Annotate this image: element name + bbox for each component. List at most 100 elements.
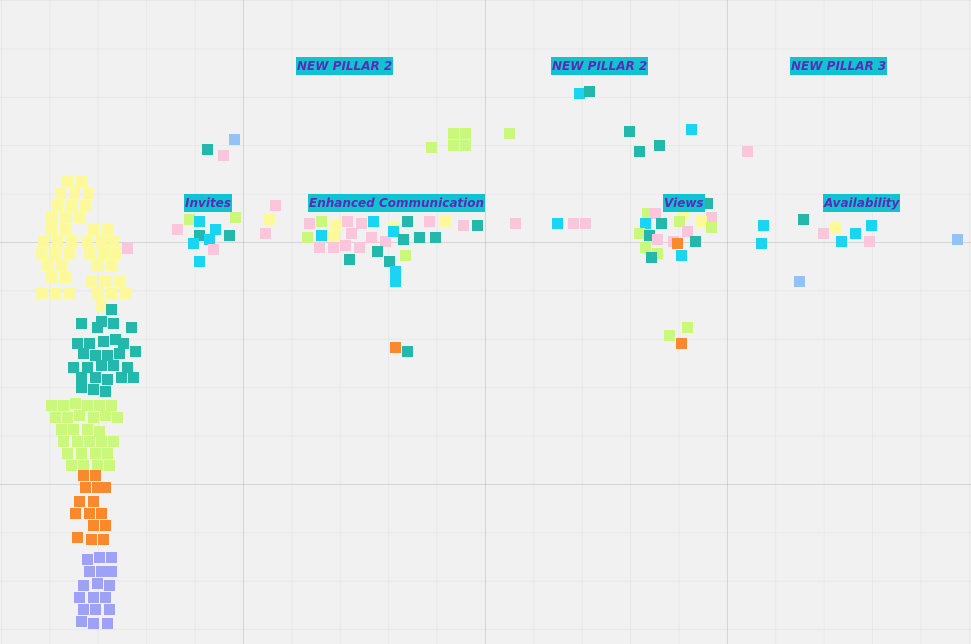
sticky-note[interactable] <box>76 382 87 393</box>
sticky-note[interactable] <box>400 250 411 261</box>
sticky-note[interactable] <box>96 360 107 371</box>
sticky-note[interactable] <box>88 224 99 235</box>
sticky-note[interactable] <box>72 532 83 543</box>
sticky-note[interactable] <box>72 338 83 349</box>
sticky-note[interactable] <box>114 348 125 359</box>
sticky-note[interactable] <box>92 482 103 493</box>
sticky-note[interactable] <box>92 322 103 333</box>
sticky-note[interactable] <box>46 272 57 283</box>
sticky-note[interactable] <box>108 436 119 447</box>
sticky-note[interactable] <box>758 220 769 231</box>
sticky-note[interactable] <box>686 124 697 135</box>
sticky-note[interactable] <box>108 360 119 371</box>
sticky-note[interactable] <box>100 592 111 603</box>
sticky-note[interactable] <box>650 208 661 219</box>
sticky-note[interactable] <box>510 218 521 229</box>
sticky-note[interactable] <box>46 224 57 235</box>
sticky-note[interactable] <box>74 410 85 421</box>
sticky-note[interactable] <box>98 248 109 259</box>
sticky-note[interactable] <box>580 218 591 229</box>
sticky-note[interactable] <box>122 362 133 373</box>
sticky-note[interactable] <box>90 350 101 361</box>
sticky-note[interactable] <box>82 424 93 435</box>
sticky-note[interactable] <box>46 400 57 411</box>
sticky-note[interactable] <box>690 236 701 247</box>
sticky-note[interactable] <box>94 426 105 437</box>
sticky-note[interactable] <box>794 276 805 287</box>
sticky-note[interactable] <box>390 266 401 277</box>
sticky-note[interactable] <box>188 238 199 249</box>
sticky-note[interactable] <box>50 412 61 423</box>
sticky-note[interactable] <box>756 238 767 249</box>
sticky-note[interactable] <box>706 222 717 233</box>
sticky-note[interactable] <box>110 248 121 259</box>
sticky-note[interactable] <box>84 566 95 577</box>
sticky-note[interactable] <box>366 232 377 243</box>
sticky-note[interactable] <box>114 276 125 287</box>
sticky-note[interactable] <box>344 254 355 265</box>
sticky-note[interactable] <box>460 140 471 151</box>
sticky-note[interactable] <box>50 288 61 299</box>
sticky-note[interactable] <box>390 276 401 287</box>
sticky-note[interactable] <box>128 372 139 383</box>
sticky-note[interactable] <box>72 436 83 447</box>
sticky-note[interactable] <box>384 256 395 267</box>
sticky-note[interactable] <box>82 362 93 373</box>
sticky-note[interactable] <box>100 482 111 493</box>
sticky-note[interactable] <box>368 216 379 227</box>
sticky-note[interactable] <box>674 216 685 227</box>
sticky-note[interactable] <box>218 150 229 161</box>
sticky-note[interactable] <box>866 220 877 231</box>
sticky-note[interactable] <box>100 386 111 397</box>
sticky-note[interactable] <box>52 236 63 247</box>
sticky-note[interactable] <box>654 140 665 151</box>
sticky-note[interactable] <box>78 604 89 615</box>
sticky-note[interactable] <box>676 338 687 349</box>
sticky-note[interactable] <box>682 322 693 333</box>
sticky-note[interactable] <box>104 460 115 471</box>
sticky-note[interactable] <box>88 618 99 629</box>
sticky-note[interactable] <box>106 566 117 577</box>
sticky-note[interactable] <box>78 470 89 481</box>
sticky-note[interactable] <box>426 142 437 153</box>
sticky-note[interactable] <box>316 216 327 227</box>
sticky-note[interactable] <box>84 338 95 349</box>
sticky-note[interactable] <box>264 214 275 225</box>
sticky-note[interactable] <box>98 534 109 545</box>
sticky-note[interactable] <box>346 228 357 239</box>
sticky-note[interactable] <box>80 482 91 493</box>
sticky-note[interactable] <box>260 228 271 239</box>
sticky-note[interactable] <box>328 242 339 253</box>
sticky-note[interactable] <box>230 212 241 223</box>
sticky-note[interactable] <box>104 580 115 591</box>
sticky-note[interactable] <box>850 228 861 239</box>
sticky-note[interactable] <box>55 188 66 199</box>
sticky-note[interactable] <box>82 400 93 411</box>
sticky-note[interactable] <box>702 198 713 209</box>
sticky-note[interactable] <box>106 288 117 299</box>
sticky-note[interactable] <box>36 288 47 299</box>
sticky-note[interactable] <box>76 318 87 329</box>
sticky-note[interactable] <box>74 212 85 223</box>
sticky-note[interactable] <box>74 592 85 603</box>
sticky-note[interactable] <box>316 230 327 241</box>
sticky-note[interactable] <box>96 566 107 577</box>
sticky-note[interactable] <box>84 436 95 447</box>
sticky-note[interactable] <box>68 362 79 373</box>
sticky-note[interactable] <box>52 200 63 211</box>
sticky-note[interactable] <box>74 496 85 507</box>
sticky-note[interactable] <box>380 236 391 247</box>
sticky-note[interactable] <box>640 242 651 253</box>
sticky-note[interactable] <box>42 260 53 271</box>
sticky-note[interactable] <box>388 226 399 237</box>
sticky-note[interactable] <box>82 554 93 565</box>
sticky-note[interactable] <box>390 342 401 353</box>
section-label-new-pillar-2[interactable]: NEW PILLAR 2 <box>296 57 394 75</box>
sticky-note[interactable] <box>106 552 117 563</box>
sticky-note[interactable] <box>96 300 107 311</box>
sticky-note[interactable] <box>118 338 129 349</box>
sticky-note[interactable] <box>194 230 205 241</box>
sticky-note[interactable] <box>84 508 95 519</box>
sticky-note[interactable] <box>304 218 315 229</box>
